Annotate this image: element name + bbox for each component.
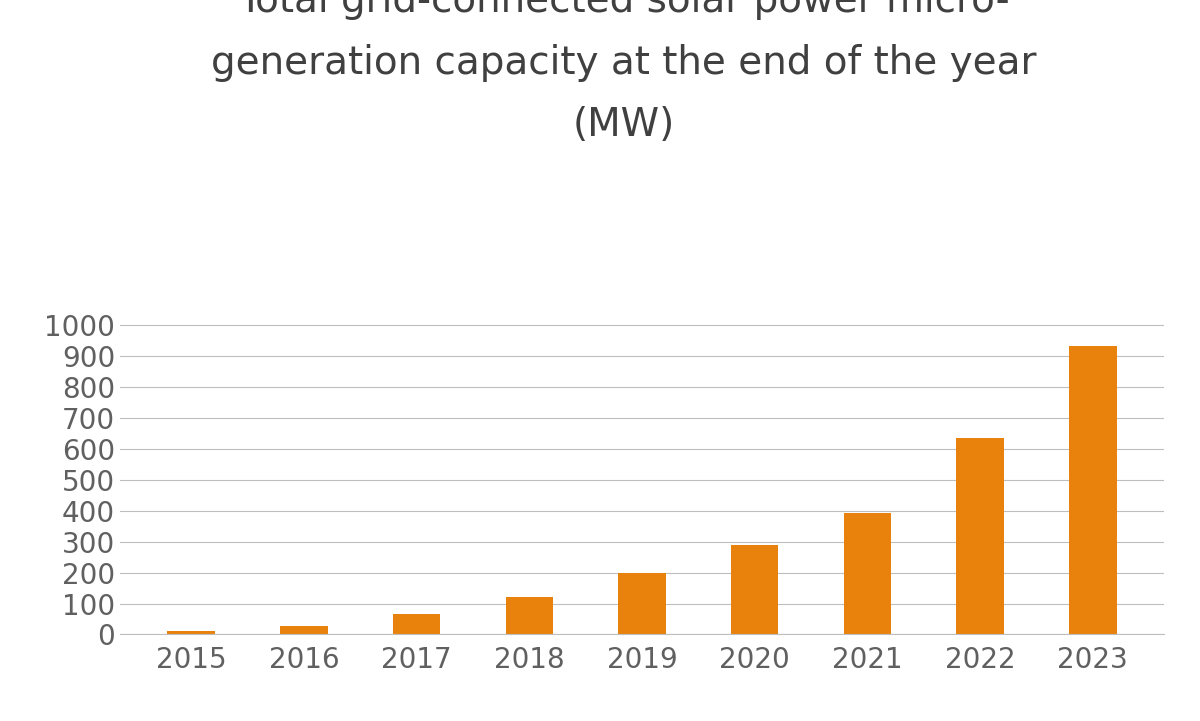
- Bar: [1069, 345, 1116, 634]
- Text: Total grid-connected solar power micro-
generation capacity at the end of the ye: Total grid-connected solar power micro- …: [211, 0, 1037, 144]
- Bar: [505, 598, 553, 634]
- Bar: [280, 626, 328, 634]
- Bar: [618, 573, 666, 634]
- Bar: [844, 513, 892, 634]
- Bar: [392, 614, 440, 634]
- Bar: [168, 631, 215, 634]
- Bar: [956, 438, 1004, 634]
- Bar: [731, 545, 779, 634]
